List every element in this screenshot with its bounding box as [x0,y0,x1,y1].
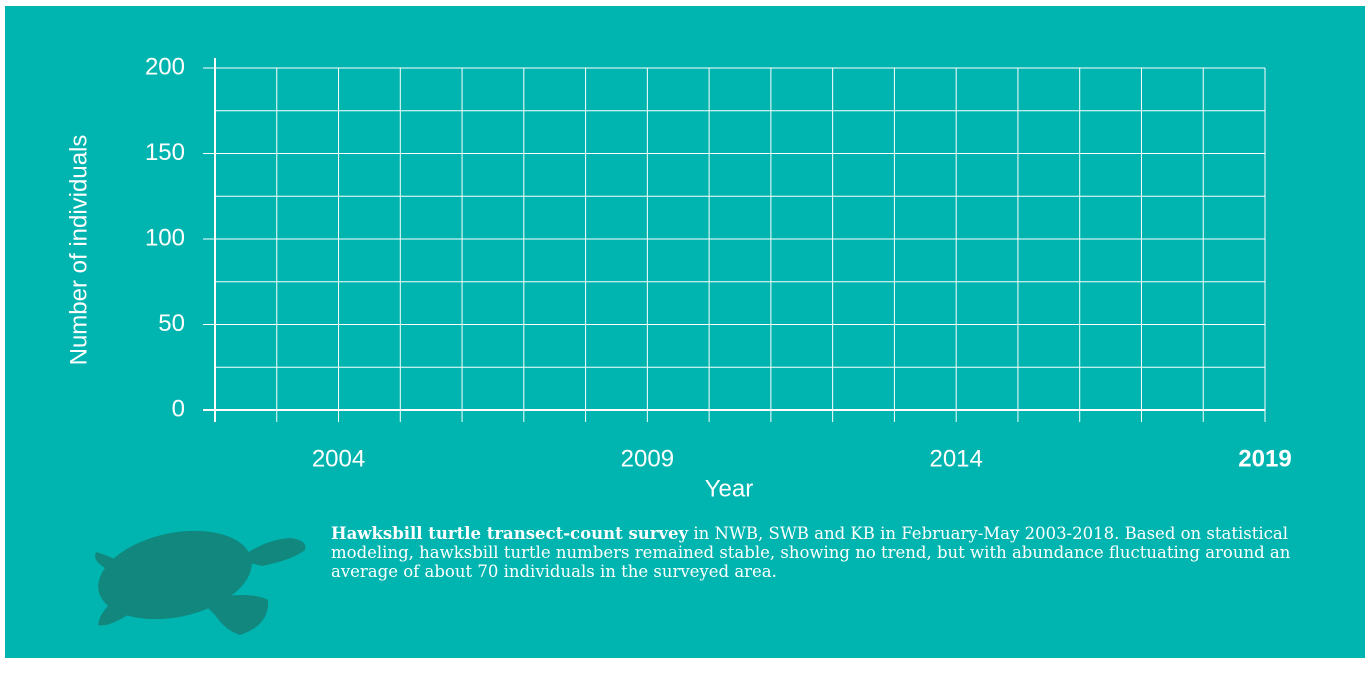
caption: Hawksbill turtle transect-count survey i… [331,524,1291,581]
y-tick-label: 50 [158,310,185,337]
x-tick-label: 2014 [929,445,982,472]
turtle [95,530,306,635]
y-axis-label: Number of individuals [65,135,92,366]
x-tick-label: 2009 [621,445,674,472]
y-tick-label: 0 [172,395,185,422]
y-tick-label: 150 [145,139,185,166]
y-tick-label: 100 [145,224,185,251]
y-tick-label: 200 [145,53,185,80]
x-tick-label: 2004 [312,445,365,472]
x-axis-label: Year [705,475,754,502]
caption-bold: Hawksbill turtle transect-count survey [331,524,689,543]
x-tick-label: 2019 [1238,445,1291,472]
caption-text: in NWB, SWB and KB in February-May 2003-… [331,524,1291,581]
